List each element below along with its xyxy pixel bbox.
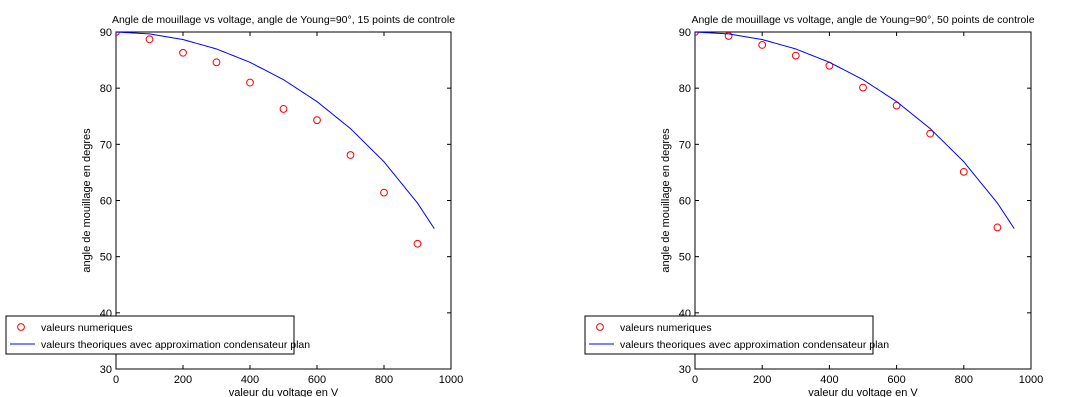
y-tick-label: 70 <box>100 139 112 151</box>
series-theoretical-line <box>116 32 435 229</box>
x-tick-label: 0 <box>113 374 119 386</box>
data-point-numerical <box>313 116 321 125</box>
y-tick-label: 90 <box>679 27 691 39</box>
y-tick-label: 90 <box>100 27 112 39</box>
chart-15-points: Angle de mouillage vs voltage, angle de … <box>5 14 463 397</box>
y-tick-label: 30 <box>679 364 691 376</box>
data-point-numerical <box>145 35 154 44</box>
x-tick-label: 800 <box>955 374 973 386</box>
y-tick-label: 50 <box>100 252 112 264</box>
legend-box <box>584 315 874 355</box>
y-tick-label: 80 <box>679 83 691 95</box>
legend-label-theoretical: valeurs theoriques avec approximation co… <box>41 339 310 351</box>
legend: valeurs numeriques valeurs theoriques ave… <box>5 315 310 355</box>
legend-marker-numerical <box>596 323 604 331</box>
x-tick-label: 400 <box>820 374 838 386</box>
x-tick-label: 400 <box>241 374 259 386</box>
y-tick-label: 60 <box>100 196 112 208</box>
data-point-numerical <box>246 78 254 87</box>
data-point-numerical <box>926 129 935 138</box>
chart-title: Angle de mouillage vs voltage, angle de … <box>112 14 455 26</box>
x-tick-label: 0 <box>692 374 698 386</box>
data-point-numerical <box>859 83 867 92</box>
plot-frame <box>694 31 1032 370</box>
data-point-numerical <box>758 41 767 49</box>
plot-area <box>695 32 1015 232</box>
y-axis-label: angle de mouillage en degres <box>81 128 93 273</box>
data-point-numerical <box>279 105 288 113</box>
data-point-numerical <box>413 239 422 248</box>
y-tick-label: 80 <box>100 83 112 95</box>
data-point-numerical <box>380 188 388 197</box>
data-point-numerical <box>212 58 221 67</box>
x-axis-label: valeur du voltage en V <box>808 387 918 397</box>
plot-frame <box>115 31 452 370</box>
x-tick-label: 600 <box>887 374 905 386</box>
x-tick-label: 800 <box>375 374 393 386</box>
chart-title: Angle de mouillage vs voltage, angle de … <box>691 14 1034 26</box>
data-point-numerical <box>993 223 1002 232</box>
x-tick-label: 200 <box>753 374 771 386</box>
y-tick-label: 50 <box>679 252 691 264</box>
chart-50-points: Angle de mouillage vs voltage, angle de … <box>584 14 1043 397</box>
series-theoretical-line <box>695 32 1015 229</box>
y-tick-label: 60 <box>679 196 691 208</box>
data-point-numerical <box>959 167 968 176</box>
data-point-numerical <box>724 32 733 40</box>
legend-box <box>5 315 295 355</box>
legend-label-numerical: valeurs numeriques <box>620 322 712 334</box>
legend-label-theoretical: valeurs theoriques avec approximation co… <box>620 339 889 351</box>
x-tick-label: 200 <box>174 374 192 386</box>
plot-area <box>116 32 435 248</box>
x-axis-label: valeur du voltage en V <box>229 387 339 397</box>
data-point-numerical <box>791 51 800 60</box>
x-tick-label: 1000 <box>1019 374 1043 386</box>
legend-label-numerical: valeurs numeriques <box>41 322 133 334</box>
legend: valeurs numeriques valeurs theoriques ave… <box>584 315 889 355</box>
x-tick-label: 600 <box>308 374 326 386</box>
data-point-numerical <box>179 48 187 57</box>
legend-marker-numerical <box>17 323 25 331</box>
data-point-numerical <box>346 151 355 159</box>
x-tick-label: 1000 <box>439 374 463 386</box>
y-axis-label: angle de mouillage en degres <box>660 128 672 273</box>
y-tick-label: 30 <box>100 364 112 376</box>
y-tick-label: 70 <box>679 139 691 151</box>
